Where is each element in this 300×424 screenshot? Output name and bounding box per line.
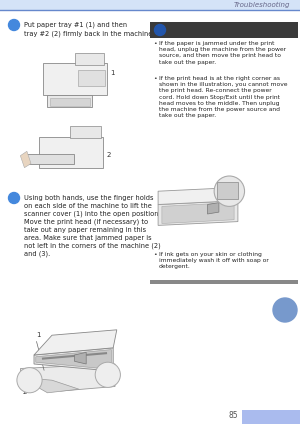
Text: If the paper is jammed under the print
head, unplug the machine from the power
s: If the paper is jammed under the print h… xyxy=(159,41,286,64)
Text: i: i xyxy=(159,25,161,34)
Bar xyxy=(70,126,100,138)
Bar xyxy=(78,70,105,86)
Text: i: i xyxy=(13,193,15,203)
Bar xyxy=(242,410,300,424)
Text: Put paper tray #1 (1) and then
tray #2 (2) firmly back in the machine.: Put paper tray #1 (1) and then tray #2 (… xyxy=(24,22,154,37)
Text: •: • xyxy=(153,252,157,257)
Polygon shape xyxy=(20,377,79,393)
Polygon shape xyxy=(20,151,31,167)
Text: 1: 1 xyxy=(110,70,115,76)
Text: If ink gets on your skin or clothing
immediately wash it off with soap or
deterg: If ink gets on your skin or clothing imm… xyxy=(159,252,269,269)
Bar xyxy=(150,22,298,38)
Polygon shape xyxy=(208,203,219,214)
Bar xyxy=(47,95,92,107)
Circle shape xyxy=(273,298,297,322)
Bar xyxy=(50,98,90,106)
Polygon shape xyxy=(34,330,117,355)
Polygon shape xyxy=(158,201,238,226)
Polygon shape xyxy=(158,187,238,204)
Circle shape xyxy=(8,20,20,31)
Text: B: B xyxy=(280,304,290,316)
Circle shape xyxy=(95,362,120,388)
Text: Using both hands, use the finger holds
on each side of the machine to lift the
s: Using both hands, use the finger holds o… xyxy=(24,195,161,257)
Circle shape xyxy=(154,25,166,36)
Bar xyxy=(27,154,74,164)
Text: 85: 85 xyxy=(228,412,238,421)
Text: •: • xyxy=(153,76,157,81)
Bar xyxy=(43,63,107,95)
Text: 3: 3 xyxy=(115,375,119,382)
Bar xyxy=(75,53,104,65)
Text: 2: 2 xyxy=(23,389,27,395)
Text: h: h xyxy=(11,20,17,30)
Bar xyxy=(150,280,298,284)
Circle shape xyxy=(17,368,42,393)
Polygon shape xyxy=(74,352,86,364)
Polygon shape xyxy=(20,364,115,391)
Text: IMPORTANT: IMPORTANT xyxy=(170,25,230,34)
Text: 1: 1 xyxy=(36,332,40,338)
Circle shape xyxy=(8,192,20,204)
Bar xyxy=(39,137,103,168)
Polygon shape xyxy=(162,203,234,223)
Polygon shape xyxy=(34,348,113,371)
Text: 2: 2 xyxy=(106,152,110,158)
Polygon shape xyxy=(36,350,111,369)
Circle shape xyxy=(214,176,244,206)
Text: •: • xyxy=(153,41,157,46)
Text: Troubleshooting: Troubleshooting xyxy=(233,2,290,8)
Text: If the print head is at the right corner as
shown in the illustration, you canno: If the print head is at the right corner… xyxy=(159,76,287,118)
Bar xyxy=(0,0,300,10)
Bar xyxy=(217,182,238,199)
